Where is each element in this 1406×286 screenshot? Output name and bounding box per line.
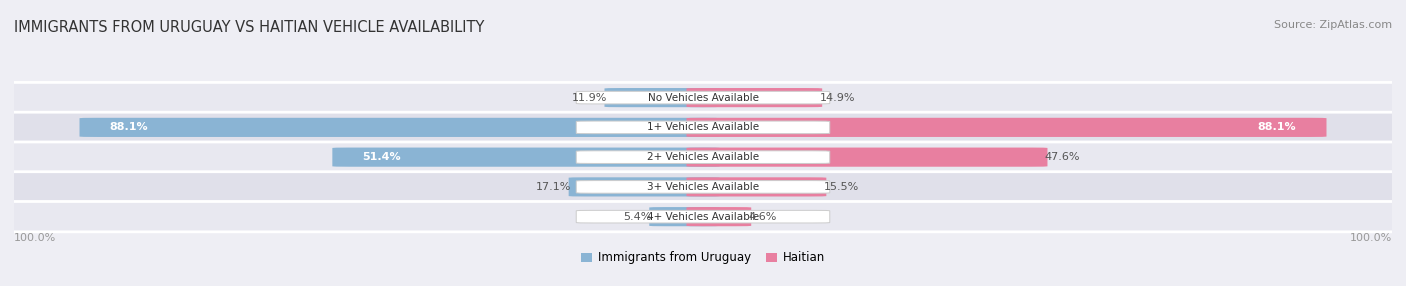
Text: 88.1%: 88.1% (110, 122, 149, 132)
Text: 47.6%: 47.6% (1045, 152, 1080, 162)
Text: 11.9%: 11.9% (572, 93, 607, 103)
Text: 100.0%: 100.0% (1350, 233, 1392, 243)
Text: 51.4%: 51.4% (363, 152, 401, 162)
FancyBboxPatch shape (576, 151, 830, 163)
Text: 100.0%: 100.0% (14, 233, 56, 243)
FancyBboxPatch shape (576, 121, 830, 134)
FancyBboxPatch shape (686, 118, 1326, 137)
Text: 2+ Vehicles Available: 2+ Vehicles Available (647, 152, 759, 162)
FancyBboxPatch shape (576, 210, 830, 223)
Text: 4.6%: 4.6% (748, 212, 778, 222)
FancyBboxPatch shape (0, 112, 1406, 142)
Text: Source: ZipAtlas.com: Source: ZipAtlas.com (1274, 20, 1392, 30)
FancyBboxPatch shape (686, 207, 751, 226)
FancyBboxPatch shape (0, 82, 1406, 113)
Text: 1+ Vehicles Available: 1+ Vehicles Available (647, 122, 759, 132)
FancyBboxPatch shape (576, 180, 830, 193)
FancyBboxPatch shape (686, 177, 827, 196)
FancyBboxPatch shape (686, 148, 1047, 167)
Legend: Immigrants from Uruguay, Haitian: Immigrants from Uruguay, Haitian (576, 247, 830, 269)
FancyBboxPatch shape (80, 118, 720, 137)
Text: 4+ Vehicles Available: 4+ Vehicles Available (647, 212, 759, 222)
FancyBboxPatch shape (332, 148, 720, 167)
Text: IMMIGRANTS FROM URUGUAY VS HAITIAN VEHICLE AVAILABILITY: IMMIGRANTS FROM URUGUAY VS HAITIAN VEHIC… (14, 20, 485, 35)
FancyBboxPatch shape (0, 142, 1406, 172)
FancyBboxPatch shape (0, 201, 1406, 232)
FancyBboxPatch shape (576, 91, 830, 104)
FancyBboxPatch shape (650, 207, 720, 226)
Text: No Vehicles Available: No Vehicles Available (648, 93, 758, 103)
FancyBboxPatch shape (568, 177, 720, 196)
FancyBboxPatch shape (686, 88, 823, 107)
Text: 17.1%: 17.1% (536, 182, 571, 192)
Text: 88.1%: 88.1% (1257, 122, 1296, 132)
Text: 15.5%: 15.5% (824, 182, 859, 192)
FancyBboxPatch shape (0, 172, 1406, 202)
Text: 3+ Vehicles Available: 3+ Vehicles Available (647, 182, 759, 192)
Text: 14.9%: 14.9% (820, 93, 855, 103)
Text: 5.4%: 5.4% (624, 212, 652, 222)
FancyBboxPatch shape (605, 88, 720, 107)
